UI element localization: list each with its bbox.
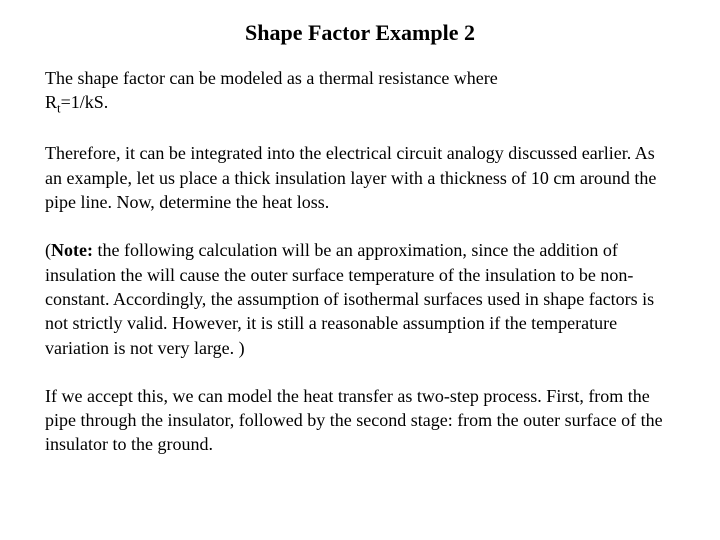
paragraph-2: Therefore, it can be integrated into the… (45, 141, 675, 214)
para1-formula-pre: R (45, 92, 57, 112)
para1-formula-post: =1/kS. (61, 92, 109, 112)
para3-rest: the following calculation will be an app… (45, 240, 654, 357)
paragraph-4: If we accept this, we can model the heat… (45, 384, 675, 457)
para1-line1: The shape factor can be modeled as a the… (45, 68, 498, 88)
paragraph-3: (Note: the following calculation will be… (45, 238, 675, 359)
content-body: The shape factor can be modeled as a the… (45, 66, 675, 457)
page-title: Shape Factor Example 2 (45, 20, 675, 46)
para3-note-label: Note: (51, 240, 93, 260)
paragraph-1: The shape factor can be modeled as a the… (45, 66, 675, 117)
